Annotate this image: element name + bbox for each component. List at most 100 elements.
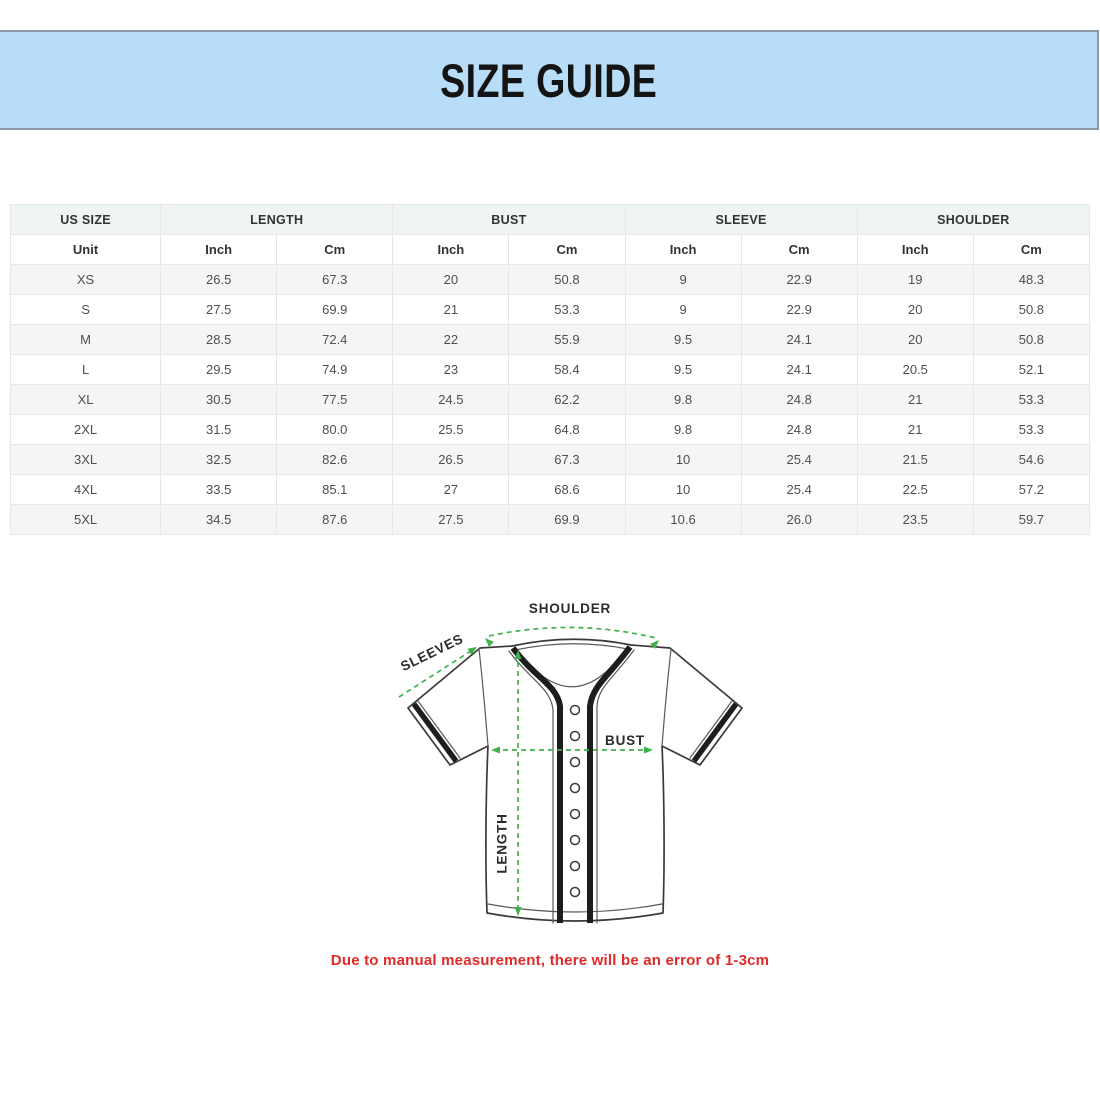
size-value-cell: 28.5 [160,324,278,355]
unit-header-cell: Cm [276,234,394,265]
size-value-cell: 24.5 [392,384,510,415]
unit-header-cell: Cm [972,234,1091,265]
size-label-cell: L [9,354,162,385]
size-value-cell: 53.3 [972,414,1091,445]
size-value-cell: 50.8 [972,294,1091,325]
measurement-error-note: Due to manual measurement, there will be… [330,952,770,969]
column-group-bust: BUST [392,204,626,235]
size-row: XS 26.5 67.3 20 50.8 9 22.9 19 48.3 [9,264,1091,295]
table-group-header-row: US SIZE LENGTH BUST SLEEVE SHOULDER [9,204,1091,235]
size-value-cell: 34.5 [160,504,278,535]
size-value-cell: 72.4 [276,324,394,355]
unit-header-cell: Cm [740,234,858,265]
size-value-cell: 52.1 [972,354,1091,385]
unit-header-cell: Inch [856,234,974,265]
size-value-cell: 74.9 [276,354,394,385]
size-row: 2XL 31.5 80.0 25.5 64.8 9.8 24.8 21 53.3 [9,414,1091,445]
size-value-cell: 30.5 [160,384,278,415]
size-value-cell: 53.3 [508,294,626,325]
size-value-cell: 57.2 [972,474,1091,505]
size-guide-banner: SIZE GUIDE [0,30,1099,130]
size-value-cell: 50.8 [972,324,1091,355]
size-label-cell: 4XL [9,474,162,505]
table-unit-header-row: Unit Inch Cm Inch Cm Inch Cm Inch Cm [9,234,1091,265]
size-value-cell: 25.4 [740,444,858,475]
column-group-length: LENGTH [160,204,394,235]
size-label-cell: 2XL [9,414,162,445]
size-value-cell: 21 [856,414,974,445]
size-value-cell: 87.6 [276,504,394,535]
bust-label: BUST [605,733,645,748]
size-value-cell: 59.7 [972,504,1091,535]
size-value-cell: 80.0 [276,414,394,445]
size-value-cell: 20 [856,324,974,355]
size-row: L 29.5 74.9 23 58.4 9.5 24.1 20.5 52.1 [9,354,1091,385]
size-label-cell: XS [9,264,162,295]
column-group-us-size: US SIZE [9,204,162,235]
size-value-cell: 10 [624,444,742,475]
size-value-cell: 58.4 [508,354,626,385]
size-label-cell: 5XL [9,504,162,535]
size-value-cell: 77.5 [276,384,394,415]
size-value-cell: 68.6 [508,474,626,505]
size-value-cell: 62.2 [508,384,626,415]
size-value-cell: 9.5 [624,324,742,355]
size-value-cell: 9.8 [624,414,742,445]
size-value-cell: 32.5 [160,444,278,475]
size-value-cell: 27.5 [392,504,510,535]
size-value-cell: 54.6 [972,444,1091,475]
size-value-cell: 24.8 [740,414,858,445]
shoulder-label: SHOULDER [528,601,612,616]
size-value-cell: 22.9 [740,294,858,325]
size-value-cell: 22.9 [740,264,858,295]
size-value-cell: 9 [624,264,742,295]
size-label-cell: XL [9,384,162,415]
unit-header-cell: Unit [9,234,162,265]
sleeves-measure-line [398,648,475,698]
size-value-cell: 9.8 [624,384,742,415]
size-value-cell: 21.5 [856,444,974,475]
measure-arrowheads [467,638,659,916]
size-value-cell: 33.5 [160,474,278,505]
size-value-cell: 48.3 [972,264,1091,295]
size-value-cell: 22.5 [856,474,974,505]
size-value-cell: 9.5 [624,354,742,385]
unit-header-cell: Inch [160,234,278,265]
column-group-sleeve: SLEEVE [624,204,858,235]
unit-header-cell: Inch [392,234,510,265]
size-value-cell: 69.9 [276,294,394,325]
shoulder-measure-line [488,626,657,639]
size-value-cell: 25.4 [740,474,858,505]
size-row: 5XL 34.5 87.6 27.5 69.9 10.6 26.0 23.5 59.7 [9,504,1091,535]
length-label: LENGTH [494,813,510,874]
size-row: XL 30.5 77.5 24.5 62.2 9.8 24.8 21 53.3 [9,384,1091,415]
size-row: 4XL 33.5 85.1 27 68.6 10 25.4 22.5 57.2 [9,474,1091,505]
size-value-cell: 10.6 [624,504,742,535]
jersey-measurement-diagram [390,588,750,948]
size-value-cell: 67.3 [508,444,626,475]
size-value-cell: 27.5 [160,294,278,325]
size-value-cell: 64.8 [508,414,626,445]
size-value-cell: 19 [856,264,974,295]
size-value-cell: 53.3 [972,384,1091,415]
size-value-cell: 27 [392,474,510,505]
size-value-cell: 26.0 [740,504,858,535]
unit-header-cell: Cm [508,234,626,265]
size-value-cell: 31.5 [160,414,278,445]
size-value-cell: 23 [392,354,510,385]
size-value-cell: 22 [392,324,510,355]
size-value-cell: 25.5 [392,414,510,445]
size-value-cell: 23.5 [856,504,974,535]
baseball-jersey-illustration [398,626,743,924]
size-row: M 28.5 72.4 22 55.9 9.5 24.1 20 50.8 [9,324,1091,355]
size-value-cell: 67.3 [276,264,394,295]
size-value-cell: 55.9 [508,324,626,355]
size-value-cell: 10 [624,474,742,505]
placket-buttons [569,704,581,898]
size-value-cell: 82.6 [276,444,394,475]
size-value-cell: 24.1 [740,324,858,355]
size-row: 3XL 32.5 82.6 26.5 67.3 10 25.4 21.5 54.6 [9,444,1091,475]
size-value-cell: 24.8 [740,384,858,415]
unit-header-cell: Inch [624,234,742,265]
size-value-cell: 20 [392,264,510,295]
